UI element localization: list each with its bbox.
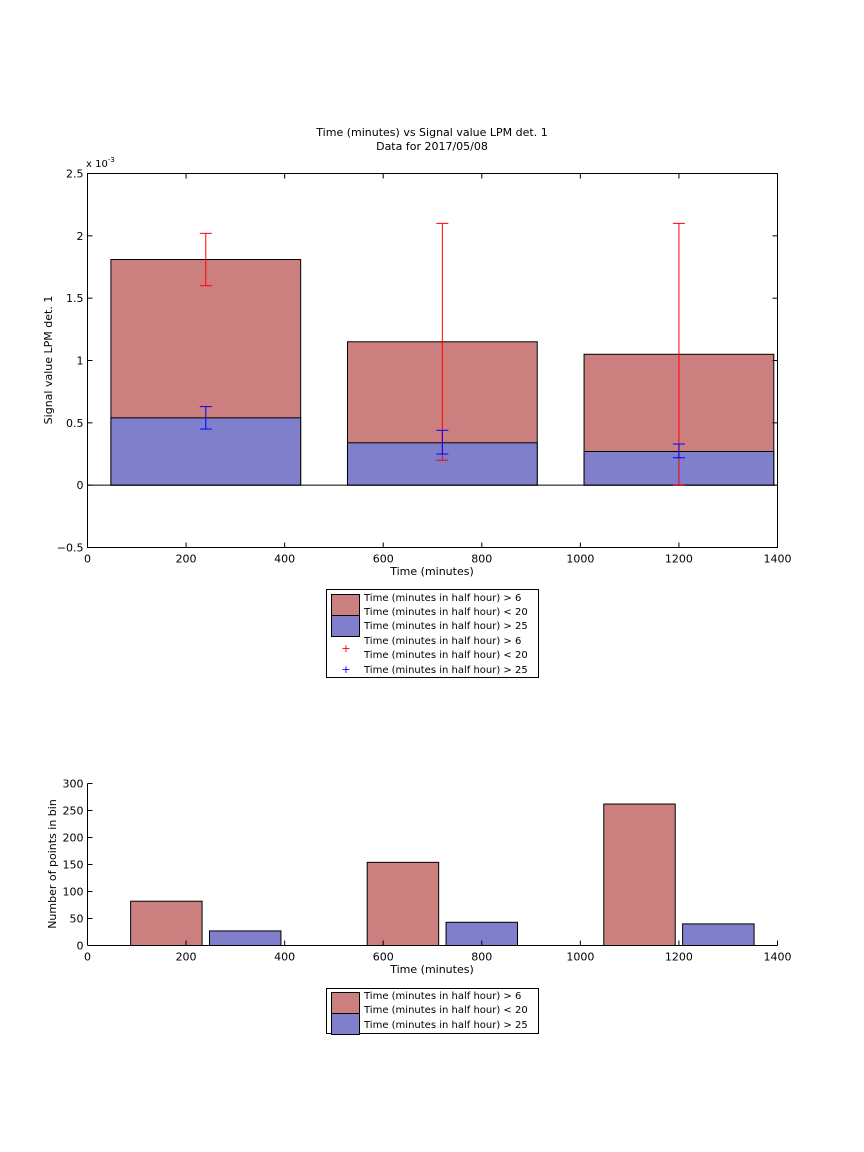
top-legend-label-4: Time (minutes in half hour) > 25 [363,665,528,676]
bottom-ytick-label: 300 [63,778,84,791]
top-ytick-label: 2 [77,230,84,243]
chart-title: Time (minutes) vs Signal value LPM det. … [315,126,547,139]
bottom-xtick-label: 200 [176,951,197,964]
bottom-legend-label-1a: Time (minutes in half hour) > 6 [363,991,521,1002]
top-errorbar-s0-1 [436,222,449,461]
top-xtick-label: 1200 [665,553,693,566]
y-exponent-base: x 10 [86,159,108,170]
bottom-legend-swatch-blue [331,1013,360,1035]
bottom-bar-s1-2 [682,923,755,947]
top-legend-err-marker-blue: + [341,663,350,676]
chart-subtitle: Data for 2017/05/08 [376,140,488,153]
bottom-ytick-label: 100 [63,886,84,899]
bottom-xtick-label: 400 [274,951,295,964]
top-legend-label-1a: Time (minutes in half hour) > 6 [363,593,521,604]
bottom-ytick-label: 250 [63,805,84,818]
bottom-y-axis-label: Number of points in bin [46,799,59,929]
bottom-bar-s0-1 [366,861,440,947]
top-xtick-label: 0 [84,553,91,566]
bottom-xtick-label: 1200 [665,951,693,964]
top-xtick-label: 400 [274,553,295,566]
top-errorbar-s1-0 [199,406,212,430]
top-ticks: 0 200 400 600 800 1000 1200 1400−0.500.511.522.… [57,168,792,566]
bottom-legend-label-1b: Time (minutes in half hour) < 20 [363,1005,528,1016]
bottom-ytick-label: 0 [77,940,84,953]
bottom-bar-s1-0 [208,930,282,946]
top-errorbar-s0-0 [199,232,212,287]
top-ytick-label: 0 [77,479,84,492]
bottom-ticks: 0 200 400 600 800 1000 1200 1400 0 50 100 150 200 250… [63,778,792,964]
y-exponent-power: -3 [108,156,115,164]
top-ytick-label: 0.5 [66,417,84,430]
top-errorbar-s0-2 [672,222,685,486]
top-xtick-label: 1400 [764,553,792,566]
bottom-xtick-label: 600 [373,951,394,964]
top-xtick-label: 800 [471,553,492,566]
bottom-legend: Time (minutes in half hour) > 6 Time (mi… [326,988,539,1035]
top-xtick-label: 200 [176,553,197,566]
top-errorbar-s1-1 [436,429,449,455]
top-legend-swatch-blue [331,615,360,637]
top-errorbar-s1-2 [672,443,685,459]
top-legend-err-marker-red: + [341,642,350,655]
top-x-axis-label: Time (minutes) [389,565,474,578]
bottom-x-axis-label: Time (minutes) [389,963,474,976]
bottom-legend-swatch-red [331,992,360,1014]
top-ytick-label: 2.5 [66,168,84,181]
top-legend-swatch-red [331,594,360,616]
top-ytick-label: 1.5 [66,292,84,305]
top-chart: Time (minutes) vs Signal value LPM det. … [42,126,792,678]
bottom-xtick-label: 1000 [566,951,594,964]
top-legend-label-1b: Time (minutes in half hour) < 20 [363,607,528,618]
top-xtick-label: 600 [373,553,394,566]
bottom-ytick-label: 150 [63,859,84,872]
top-legend-label-3a: Time (minutes in half hour) > 6 [363,636,521,647]
bottom-xtick-label: 800 [471,951,492,964]
y-exponent-label: x 10-3 [86,156,115,170]
bottom-xtick-label: 0 [84,951,91,964]
top-error-bars [199,222,685,486]
bottom-bar-s0-2 [603,803,676,947]
top-ytick-label: −0.5 [57,542,84,555]
bottom-bars [130,803,755,947]
bottom-ytick-label: 50 [70,913,84,926]
bottom-legend-box [326,988,539,1034]
bottom-bar-s0-0 [130,900,203,946]
top-ytick-label: 1 [77,355,84,368]
bottom-chart: 0 200 400 600 800 1000 1200 1400 0 50 100 150 200 250… [46,778,792,1035]
top-xtick-label: 1000 [566,553,594,566]
top-legend: Time (minutes in half hour) > 6 Time (mi… [326,589,539,678]
bottom-xtick-label: 1400 [764,951,792,964]
top-legend-box [326,589,539,678]
top-legend-label-3b: Time (minutes in half hour) < 20 [363,650,528,661]
top-y-axis-label: Signal value LPM det. 1 [42,296,55,425]
bottom-ytick-label: 200 [63,832,84,845]
top-legend-label-2: Time (minutes in half hour) > 25 [363,621,528,632]
bottom-legend-label-2: Time (minutes in half hour) > 25 [363,1020,528,1031]
